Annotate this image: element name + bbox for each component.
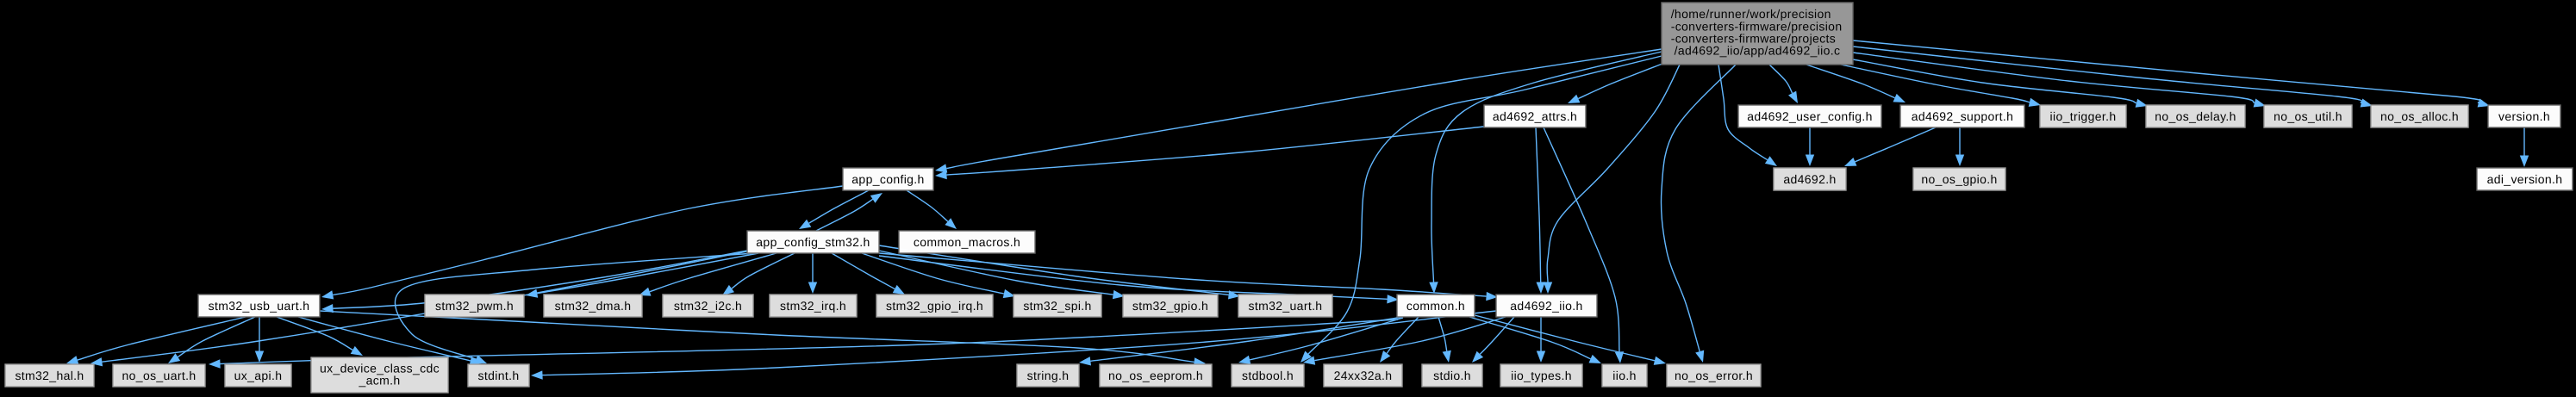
svg-text:ux_api.h: ux_api.h	[234, 369, 283, 382]
svg-text:adi_version.h: adi_version.h	[2487, 172, 2563, 186]
svg-text:no_os_util.h: no_os_util.h	[2273, 109, 2342, 123]
svg-text:common.h: common.h	[1407, 299, 1465, 313]
svg-text:app_config.h: app_config.h	[851, 172, 924, 186]
svg-text:stm32_uart.h: stm32_uart.h	[1249, 299, 1323, 313]
svg-text:stdint.h: stdint.h	[478, 369, 520, 382]
svg-text:stm32_gpio.h: stm32_gpio.h	[1132, 299, 1208, 313]
svg-text:stdbool.h: stdbool.h	[1242, 369, 1294, 382]
svg-text:ad4692_iio.h: ad4692_iio.h	[1510, 299, 1582, 313]
svg-text:no_os_error.h: no_os_error.h	[1675, 369, 1753, 382]
svg-text:string.h: string.h	[1027, 369, 1070, 382]
svg-text:ux_device_class_cdc: ux_device_class_cdc	[320, 361, 440, 375]
svg-text:_acm.h: _acm.h	[358, 374, 400, 388]
svg-text:24xx32a.h: 24xx32a.h	[1334, 369, 1393, 382]
svg-text:iio_types.h: iio_types.h	[1511, 369, 1572, 382]
svg-text:iio.h: iio.h	[1612, 369, 1636, 382]
svg-text:version.h: version.h	[2498, 109, 2550, 123]
svg-text:/home/runner/work/precision: /home/runner/work/precision	[1671, 7, 1831, 21]
svg-text:stm32_pwm.h: stm32_pwm.h	[435, 299, 514, 313]
svg-text:stm32_hal.h: stm32_hal.h	[15, 369, 84, 382]
svg-text:stm32_spi.h: stm32_spi.h	[1023, 299, 1091, 313]
svg-text:no_os_uart.h: no_os_uart.h	[122, 369, 196, 382]
svg-text:stm32_usb_uart.h: stm32_usb_uart.h	[209, 299, 310, 313]
svg-text:common_macros.h: common_macros.h	[914, 235, 1020, 249]
svg-text:ad4692_support.h: ad4692_support.h	[1912, 109, 2013, 123]
svg-text:-converters-firmware/projects: -converters-firmware/projects	[1671, 31, 1836, 45]
svg-text:stm32_irq.h: stm32_irq.h	[780, 299, 846, 313]
svg-text:stm32_dma.h: stm32_dma.h	[555, 299, 632, 313]
svg-text:no_os_delay.h: no_os_delay.h	[2155, 109, 2236, 123]
svg-text:ad4692_attrs.h: ad4692_attrs.h	[1493, 109, 1577, 123]
svg-text:ad4692.h: ad4692.h	[1783, 172, 1836, 186]
svg-text:iio_trigger.h: iio_trigger.h	[2050, 109, 2117, 123]
svg-text:no_os_eeprom.h: no_os_eeprom.h	[1108, 369, 1203, 382]
svg-text:no_os_gpio.h: no_os_gpio.h	[1921, 172, 1997, 186]
svg-text:stm32_i2c.h: stm32_i2c.h	[674, 299, 742, 313]
svg-text:stm32_gpio_irq.h: stm32_gpio_irq.h	[886, 299, 983, 313]
svg-text:ad4692_user_config.h: ad4692_user_config.h	[1747, 109, 1873, 123]
svg-text:stdio.h: stdio.h	[1433, 369, 1471, 382]
svg-text:/ad4692_iio/app/ad4692_iio.c: /ad4692_iio/app/ad4692_iio.c	[1675, 44, 1841, 58]
svg-text:no_os_alloc.h: no_os_alloc.h	[2380, 109, 2459, 123]
svg-text:app_config_stm32.h: app_config_stm32.h	[756, 235, 870, 249]
svg-text:-converters-firmware/precision: -converters-firmware/precision	[1671, 19, 1843, 33]
